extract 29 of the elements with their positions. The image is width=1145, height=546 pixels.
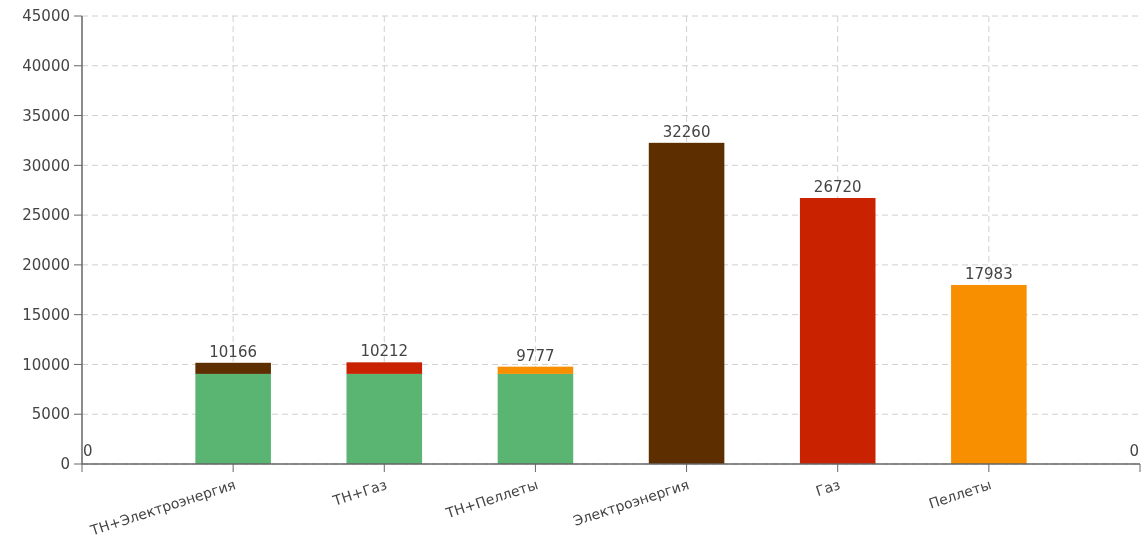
annotation: 0: [83, 442, 93, 460]
x-tick-label: ТН+Газ: [330, 476, 389, 509]
total-label: 10212: [360, 342, 409, 361]
bar: [799, 197, 876, 464]
bar: [195, 373, 271, 464]
bar: [346, 362, 423, 374]
total-label: 9777: [516, 346, 555, 365]
total-label: 26720: [813, 177, 862, 196]
annotation: 0: [1129, 442, 1139, 460]
y-tick-label: 30000: [22, 156, 70, 175]
total-label: 32260: [662, 122, 711, 141]
bar: [497, 366, 574, 374]
y-tick-label: 45000: [22, 7, 70, 26]
bar: [648, 142, 725, 464]
y-tick-label: 0: [60, 455, 70, 474]
y-tick-label: 35000: [22, 106, 70, 125]
total-label: 10166: [209, 342, 257, 361]
y-tick-label: 20000: [22, 256, 70, 275]
y-tick-label: 15000: [22, 305, 70, 324]
total-label: 17983: [965, 264, 1013, 283]
y-tick-label: 10000: [22, 355, 70, 374]
x-tick-label: Газ: [813, 476, 843, 500]
bar: [346, 373, 423, 464]
y-tick-label: 5000: [31, 405, 70, 424]
bar: [195, 362, 271, 374]
bar: [497, 373, 574, 464]
y-tick-label: 40000: [22, 57, 70, 76]
y-tick-label: 25000: [22, 206, 70, 225]
bar: [951, 284, 1027, 464]
